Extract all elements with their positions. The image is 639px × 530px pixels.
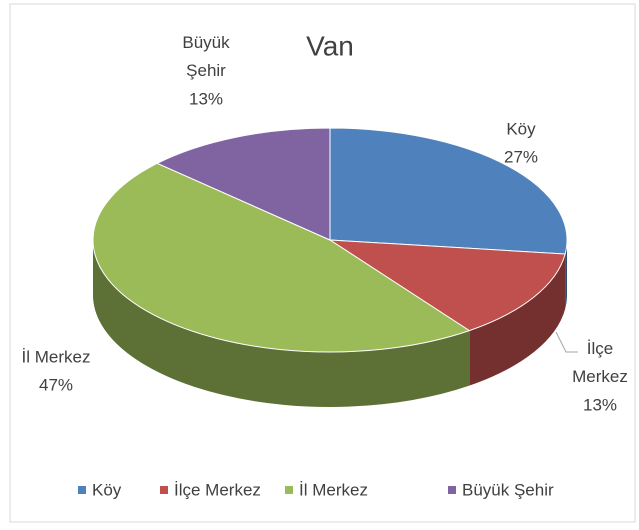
leader-line (555, 331, 578, 353)
pie-slice (329, 127, 568, 255)
pie-side (93, 240, 470, 408)
data-label-name: Büyük Şehir (182, 33, 230, 80)
chart-title: Van (306, 30, 354, 61)
data-label-value: 27% (504, 147, 538, 166)
legend-swatch (448, 486, 456, 494)
legend-label: Köy (92, 480, 122, 499)
data-label-value: 13% (189, 89, 223, 108)
legend-swatch (78, 486, 86, 494)
legend-label: İlçe Merkez (174, 480, 261, 499)
data-label-name: Köy (506, 119, 536, 138)
pie-slice (156, 127, 331, 241)
legend-label: İl Merkez (299, 480, 368, 499)
legend-swatch (160, 486, 168, 494)
pie-side (469, 254, 566, 386)
pie-slice (328, 239, 566, 332)
data-label-name: İl Merkez (22, 347, 91, 366)
data-label-name: İlçe Merkez (572, 339, 628, 386)
data-label-value: 47% (39, 375, 73, 394)
legend-swatch (285, 486, 293, 494)
legend-label: Büyük Şehir (462, 480, 554, 499)
pie-slice (92, 162, 471, 353)
data-label-value: 13% (583, 395, 617, 414)
pie-side (565, 240, 567, 310)
